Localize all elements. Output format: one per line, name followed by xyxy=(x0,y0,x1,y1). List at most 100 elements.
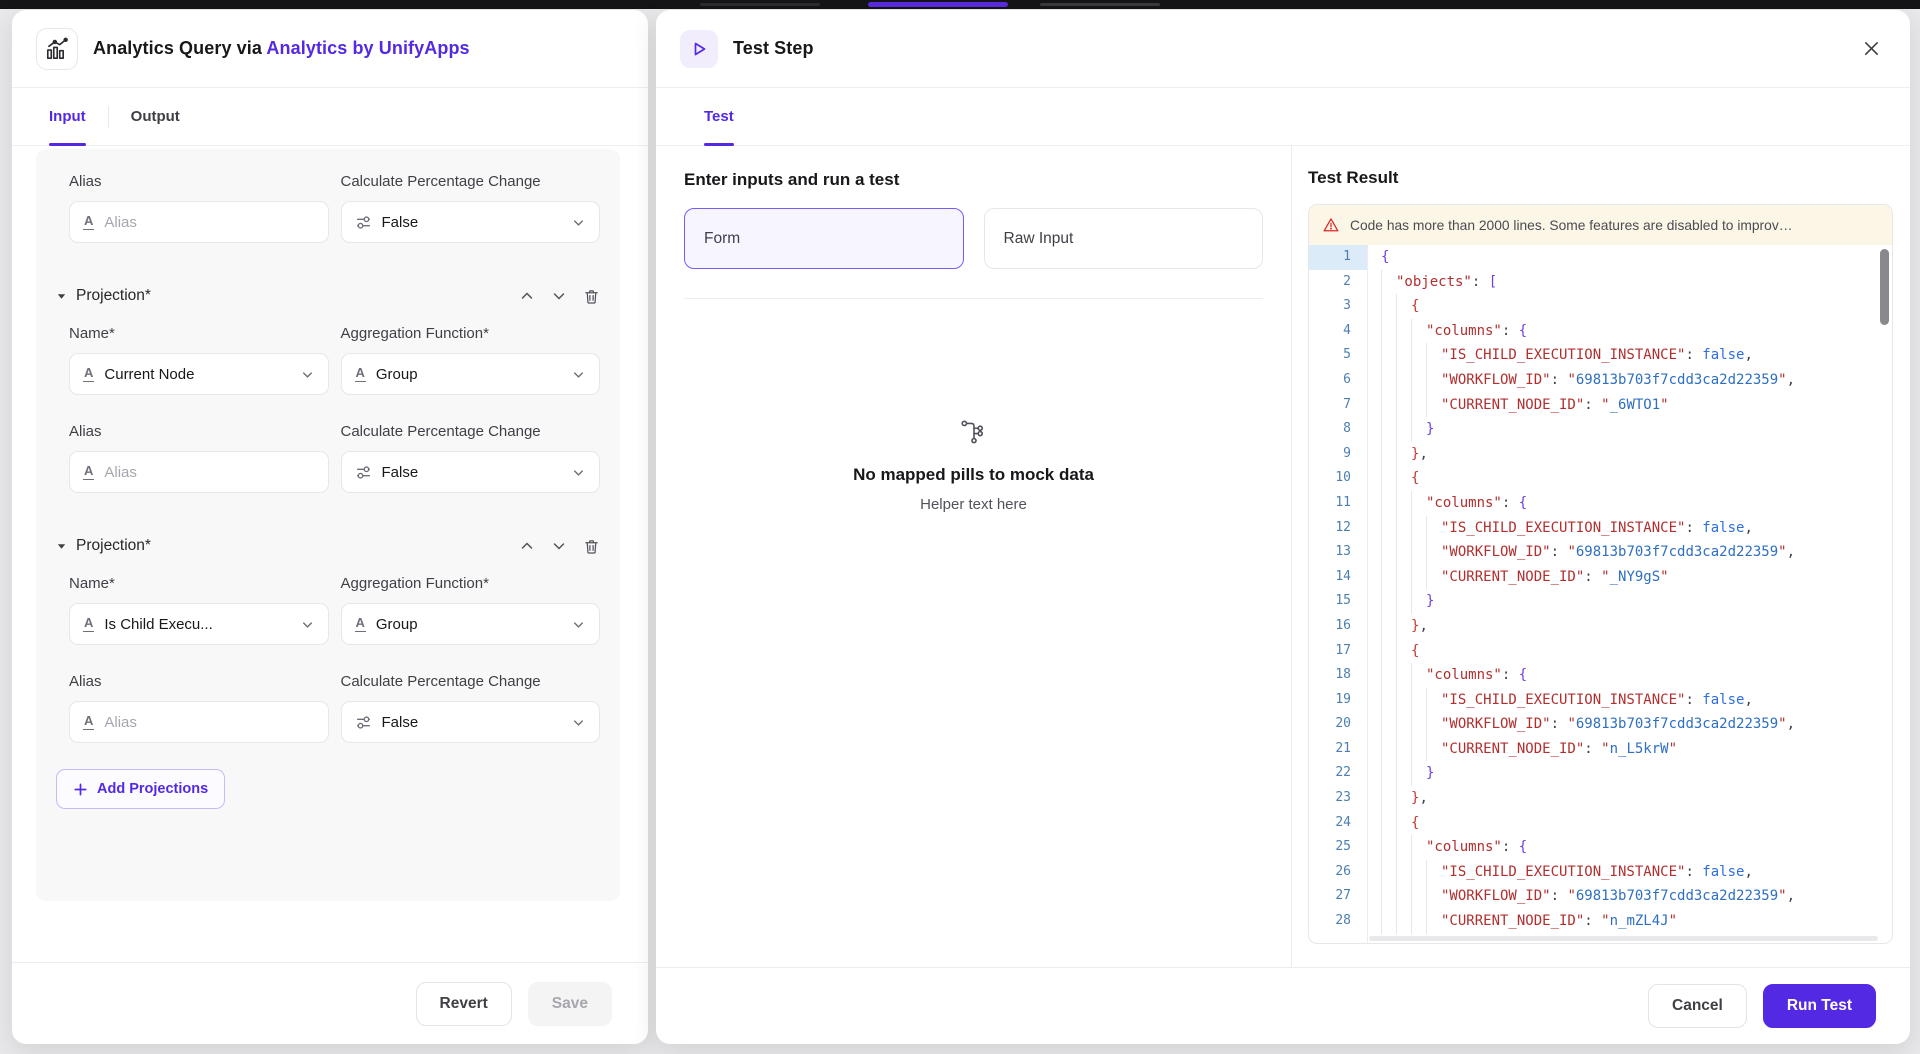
projection-section-header: Projection* xyxy=(56,287,600,305)
select-value: Group xyxy=(375,615,418,633)
save-button[interactable]: Save xyxy=(527,981,612,1026)
code-editor[interactable]: Code has more than 2000 lines. Some feat… xyxy=(1308,204,1893,944)
projection-name-select[interactable]: A Current Node xyxy=(69,353,329,395)
select-value: Current Node xyxy=(104,365,195,383)
chevron-up-icon[interactable] xyxy=(519,538,535,554)
code-line: 17{ xyxy=(1309,638,1892,664)
select-value: False xyxy=(381,213,419,231)
chevron-down-icon xyxy=(571,465,586,480)
inputs-heading: Enter inputs and run a test xyxy=(684,170,900,189)
code-line: 14 "CURRENT_NODE_ID": " _NY9gS " xyxy=(1309,564,1892,590)
code-line: 16}, xyxy=(1309,613,1892,639)
line-number: 1 xyxy=(1309,245,1367,270)
test-step-header: Test Step xyxy=(656,10,1910,88)
vertical-scrollbar-thumb[interactable] xyxy=(1880,249,1889,325)
text-field-icon: A xyxy=(354,365,366,382)
test-inputs-column: Enter inputs and run a test Form Raw Inp… xyxy=(656,146,1292,967)
line-number: 15 xyxy=(1335,593,1351,609)
form-option-card[interactable]: Form xyxy=(684,208,964,269)
field-label: Alias xyxy=(69,173,102,190)
cancel-button[interactable]: Cancel xyxy=(1648,984,1747,1028)
code-line: 25 "columns": { xyxy=(1309,835,1892,860)
result-heading: Test Result xyxy=(1308,168,1399,187)
chrome-accent-segment xyxy=(868,2,1008,7)
empty-state-helper: Helper text here xyxy=(920,496,1027,513)
alias-placeholder: Alias xyxy=(104,213,137,231)
line-number: 27 xyxy=(1335,888,1351,904)
chrome-dim-segment xyxy=(1040,3,1160,6)
code-line: 12 "IS_CHILD_EXECUTION_INSTANCE": false, xyxy=(1309,515,1892,541)
line-number: 21 xyxy=(1335,740,1351,756)
chrome-dim-segment xyxy=(700,3,820,6)
section-title: Projection* xyxy=(76,287,151,304)
run-test-button[interactable]: Run Test xyxy=(1762,984,1876,1028)
boolean-filter-icon xyxy=(355,464,372,481)
line-number: 18 xyxy=(1335,667,1351,683)
calc-pct-field-group: Calculate Percentage Change False xyxy=(340,671,600,743)
bar-chart-icon xyxy=(36,27,78,70)
line-number: 11 xyxy=(1335,494,1351,510)
tab-input[interactable]: Input xyxy=(49,88,86,146)
alias-placeholder: Alias xyxy=(104,713,137,731)
test-body: Enter inputs and run a test Form Raw Inp… xyxy=(656,146,1910,967)
text-field-icon: A xyxy=(354,615,366,632)
code-line: 27 "WORKFLOW_ID": " 69813b703f7cdd3ca2d223… xyxy=(1309,884,1892,910)
empty-state-title: No mapped pills to mock data xyxy=(853,465,1094,484)
chevron-down-icon[interactable] xyxy=(551,288,567,304)
field-label: Aggregation Function* xyxy=(340,325,489,342)
line-number: 10 xyxy=(1335,470,1351,486)
projection-name-select[interactable]: A Is Child Execu... xyxy=(69,603,329,645)
field-row: Alias A Alias Calculate Percentage Chang… xyxy=(69,171,600,243)
chevron-down-icon[interactable] xyxy=(551,538,567,554)
warning-text: Code has more than 2000 lines. Some feat… xyxy=(1350,217,1793,233)
trash-icon[interactable] xyxy=(583,288,600,305)
alias-input[interactable]: A Alias xyxy=(69,201,329,243)
calc-pct-select[interactable]: False xyxy=(340,701,600,743)
text-field-icon: A xyxy=(83,213,95,230)
close-icon[interactable] xyxy=(1856,34,1886,64)
field-label: Aggregation Function* xyxy=(340,575,489,592)
code-line: 18 "columns": { xyxy=(1309,663,1892,688)
caret-down-icon[interactable] xyxy=(56,291,67,302)
select-value: Is Child Execu... xyxy=(104,615,213,633)
code-line: 4 "columns": { xyxy=(1309,318,1892,344)
select-value: Group xyxy=(375,365,418,383)
revert-button[interactable]: Revert xyxy=(415,981,512,1026)
horizontal-scrollbar-track[interactable] xyxy=(1369,936,1878,941)
code-line: 10{ xyxy=(1309,466,1892,491)
field-row: Name* A Current Node Aggregation Functio… xyxy=(69,323,600,395)
aggregation-select[interactable]: A Group xyxy=(340,353,600,395)
code-line: 1{ xyxy=(1309,245,1892,270)
code-line: 5 "IS_CHILD_EXECUTION_INSTANCE": false, xyxy=(1309,343,1892,368)
code-line: 26 "IS_CHILD_EXECUTION_INSTANCE": false, xyxy=(1309,859,1892,885)
play-icon xyxy=(680,29,718,68)
tab-output[interactable]: Output xyxy=(130,108,180,125)
line-number: 19 xyxy=(1335,691,1351,707)
alias-input[interactable]: A Alias xyxy=(69,701,329,743)
agg-field-group: Aggregation Function* A Group xyxy=(340,573,600,645)
chevron-down-icon xyxy=(571,367,586,382)
line-number: 2 xyxy=(1343,273,1351,289)
line-number: 8 xyxy=(1343,421,1351,437)
line-number: 23 xyxy=(1335,790,1351,806)
add-projections-button[interactable]: Add Projections xyxy=(56,769,226,809)
raw-input-option-card[interactable]: Raw Input xyxy=(983,208,1263,269)
chevron-up-icon[interactable] xyxy=(519,288,535,304)
calc-pct-select[interactable]: False xyxy=(340,201,600,243)
field-label: Name* xyxy=(69,325,115,342)
caret-down-icon[interactable] xyxy=(56,541,67,552)
code-line: 19 "IS_CHILD_EXECUTION_INSTANCE": false, xyxy=(1309,687,1892,713)
chevron-down-icon xyxy=(300,367,315,382)
calc-pct-select[interactable]: False xyxy=(340,451,600,493)
test-result-column: Test Result Code has more than 2000 line… xyxy=(1292,146,1910,967)
warning-banner: Code has more than 2000 lines. Some feat… xyxy=(1309,205,1892,245)
trash-icon[interactable] xyxy=(583,538,600,555)
aggregation-select[interactable]: A Group xyxy=(340,603,600,645)
tab-separator xyxy=(107,105,109,128)
alias-input[interactable]: A Alias xyxy=(69,451,329,493)
tab-test[interactable]: Test xyxy=(704,88,734,146)
line-number: 22 xyxy=(1335,765,1351,781)
code-line: 15} xyxy=(1309,589,1892,614)
select-value: False xyxy=(381,463,419,481)
field-label: Calculate Percentage Change xyxy=(340,673,541,690)
